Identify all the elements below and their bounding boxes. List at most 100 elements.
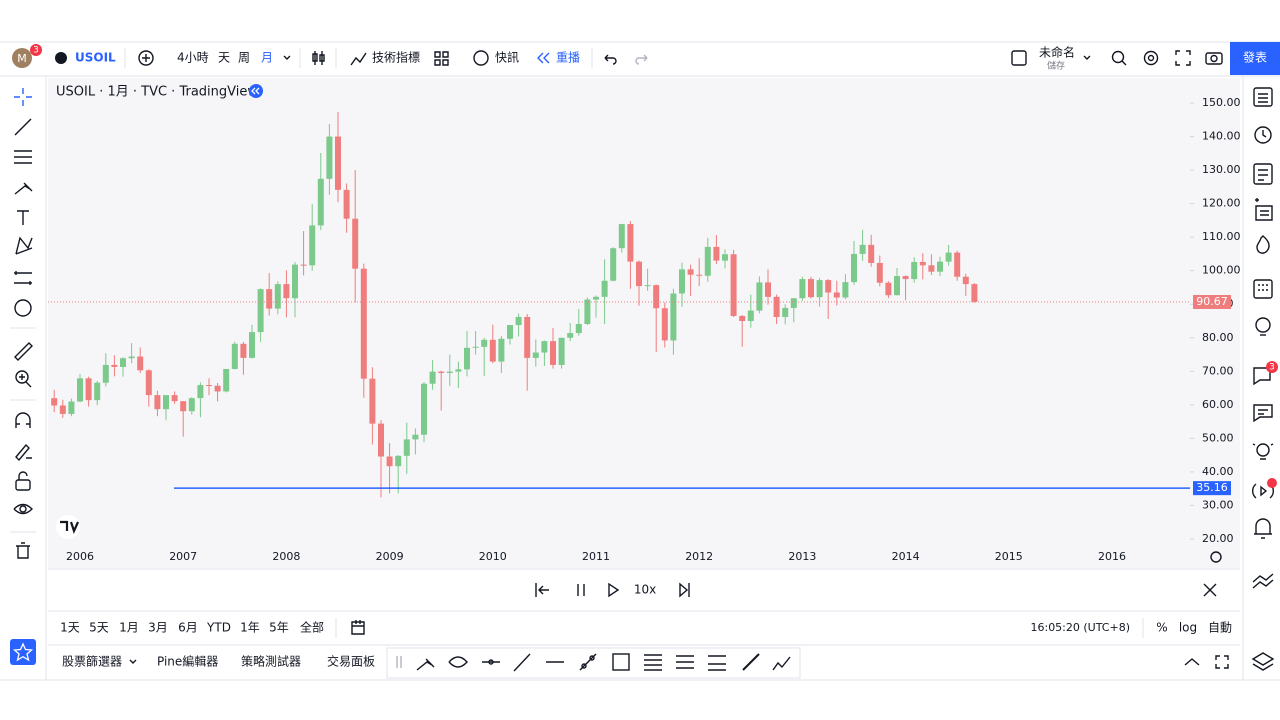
candle-body xyxy=(575,324,582,334)
range-button[interactable]: 5天 xyxy=(89,621,109,635)
chevron[interactable] xyxy=(129,659,137,664)
candle-body xyxy=(833,292,840,298)
search[interactable] xyxy=(1111,50,1125,64)
candle-body xyxy=(799,279,806,299)
candle-body xyxy=(954,252,961,277)
interval[interactable]: 月 xyxy=(261,51,273,65)
chevron[interactable] xyxy=(283,55,291,60)
auto-toggle[interactable]: 自動 xyxy=(1208,621,1232,635)
candle-body xyxy=(739,315,746,321)
percent-toggle[interactable]: % xyxy=(1156,621,1167,635)
axis-settings[interactable] xyxy=(1210,551,1222,563)
candle-body xyxy=(679,269,685,294)
range-button[interactable]: 全部 xyxy=(300,620,324,635)
symbol[interactable]: USOIL xyxy=(75,51,116,65)
replay-controls[interactable] xyxy=(535,582,1217,598)
replay[interactable]: 重播 xyxy=(556,51,580,65)
bottom-tab[interactable]: 股票篩選器 xyxy=(62,654,122,669)
candle-body xyxy=(618,224,625,249)
settings xyxy=(1147,54,1155,62)
alerts[interactable]: 快訊 xyxy=(495,50,519,65)
range-button[interactable]: 5年 xyxy=(269,621,289,635)
redo[interactable] xyxy=(635,54,648,65)
chevron[interactable] xyxy=(1083,55,1091,60)
publish-button[interactable] xyxy=(1230,42,1280,75)
candle-body xyxy=(249,332,255,358)
x-tick-label: 2007 xyxy=(169,550,197,563)
range-button[interactable]: YTD xyxy=(206,621,231,635)
candle-body xyxy=(369,378,376,424)
candle-body xyxy=(945,252,952,262)
undo[interactable] xyxy=(604,54,617,65)
date-range[interactable] xyxy=(351,620,365,635)
settings[interactable] xyxy=(1143,50,1159,66)
candle-body xyxy=(223,368,230,392)
candle-body xyxy=(868,244,875,263)
chart-area[interactable] xyxy=(48,78,1240,568)
bottom-tab[interactable]: Pine編輯器 xyxy=(157,654,218,669)
range-button[interactable]: 6月 xyxy=(178,621,198,635)
avatar[interactable] xyxy=(12,48,32,68)
candle-body xyxy=(704,246,711,276)
candle-body xyxy=(59,405,66,414)
watchlist-star[interactable] xyxy=(10,639,36,665)
candle-body xyxy=(515,316,522,326)
chart-legend: USOIL · 1月 · TVC · TradingView xyxy=(56,85,258,100)
candle-body xyxy=(722,254,728,261)
candle-body xyxy=(790,298,797,308)
candle-body xyxy=(94,382,101,401)
camera xyxy=(1210,54,1218,63)
layout-name[interactable]: 未命名 xyxy=(1039,45,1075,60)
range-button[interactable]: 1年 xyxy=(240,621,260,635)
fullscreen[interactable] xyxy=(1175,50,1191,66)
interval[interactable]: 天 xyxy=(218,51,230,65)
candle-body xyxy=(713,246,720,261)
candle-body xyxy=(240,343,247,358)
candle-body xyxy=(120,358,126,367)
range-button[interactable]: 1月 xyxy=(119,621,139,635)
left-tools[interactable] xyxy=(13,88,33,559)
clock: 16:05:20 (UTC+8) xyxy=(1030,621,1130,634)
drawing-toolbar xyxy=(386,647,801,679)
bottom-tab[interactable]: 策略測試器 xyxy=(241,654,301,669)
tv-logo xyxy=(60,520,80,535)
chart-type-icon[interactable] xyxy=(312,51,325,65)
interval[interactable]: 周 xyxy=(238,51,250,65)
candle-body xyxy=(610,248,617,281)
candle-body xyxy=(558,337,565,365)
right-tools[interactable] xyxy=(1251,87,1275,671)
candle-body xyxy=(171,395,178,402)
candle-body xyxy=(266,289,273,309)
y-tick-label: 130.00 xyxy=(1202,163,1241,176)
camera[interactable] xyxy=(1205,52,1223,65)
replay-icon xyxy=(537,52,550,64)
log-toggle[interactable]: log xyxy=(1179,621,1197,635)
drawing-tools[interactable] xyxy=(396,653,1229,672)
candle-body xyxy=(85,378,92,401)
candle-body xyxy=(472,346,479,348)
candle-body xyxy=(782,307,789,317)
candle-body xyxy=(77,378,83,402)
add-icon xyxy=(142,54,150,62)
y-tick-label: 30.00 xyxy=(1202,498,1234,511)
range-button[interactable]: 1天 xyxy=(60,621,80,635)
badge xyxy=(1266,361,1278,373)
range-button[interactable]: 3月 xyxy=(148,621,168,635)
save[interactable]: 儲存 xyxy=(1047,60,1065,72)
candle-body xyxy=(343,189,350,219)
x-tick-label: 2015 xyxy=(995,550,1023,563)
bottom-tab[interactable]: 交易面板 xyxy=(327,654,375,669)
candle-body xyxy=(51,398,58,406)
y-tick-label: 50.00 xyxy=(1202,431,1234,444)
candle-body xyxy=(670,293,677,341)
layout-square[interactable] xyxy=(1011,50,1027,66)
replay-speed[interactable]: 10x xyxy=(634,583,656,597)
interval[interactable]: 4小時 xyxy=(177,51,209,65)
candle-body xyxy=(876,262,883,283)
layout-icon[interactable] xyxy=(434,51,449,66)
candle-body xyxy=(550,341,556,365)
indicators[interactable]: 技術指標 xyxy=(372,50,420,65)
add-icon[interactable] xyxy=(138,50,154,66)
candle-body xyxy=(464,347,470,370)
